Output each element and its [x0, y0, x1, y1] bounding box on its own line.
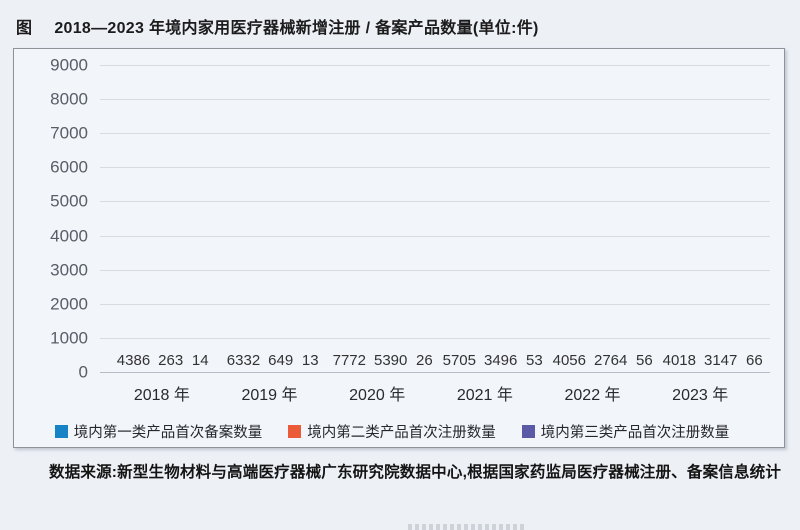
gridline — [100, 133, 770, 135]
legend-marker — [288, 425, 302, 438]
bar-value-label: 66 — [746, 351, 763, 369]
bar-value-label: 13 — [301, 351, 319, 369]
bar-unit: 7772 — [332, 351, 366, 373]
bar-groups: 4386 263 14 6332 649 13 7772 5390 26 5705 3496 53 40… — [108, 65, 768, 372]
y-axis-tick: 0 — [78, 362, 88, 382]
bar-value-label: 53 — [526, 351, 543, 369]
bar-value-label: 5390 — [374, 351, 408, 369]
bar-unit: 13 — [301, 351, 319, 373]
gridline — [100, 99, 770, 101]
x-axis-label: 2023 年 — [672, 387, 729, 404]
gridline — [100, 372, 770, 373]
bar-value-label: 6332 — [226, 351, 261, 369]
gridline — [100, 337, 770, 339]
bar-group: 5705 3496 53 — [438, 65, 548, 372]
bar-unit: 14 — [191, 351, 209, 373]
plot-area: 4386 263 14 6332 649 13 7772 5390 26 5705 3496 53 40… — [50, 57, 770, 381]
x-axis-label: 2021 年 — [456, 387, 513, 404]
gridline — [100, 269, 770, 271]
bar-value-label: 3496 — [484, 351, 518, 369]
bar-unit: 5390 — [374, 351, 408, 373]
bar-unit: 4018 — [662, 351, 696, 373]
bar-value-label: 2764 — [594, 351, 628, 369]
bar-unit: 649 — [268, 351, 294, 373]
x-axis-label: 2019 年 — [241, 387, 298, 404]
bar-group: 7772 5390 26 — [328, 65, 438, 372]
chart-panel: 4386 263 14 6332 649 13 7772 5390 26 5705 3496 53 40… — [13, 48, 785, 448]
bar-unit: 263 — [158, 351, 184, 373]
y-axis-tick: 8000 — [50, 89, 88, 109]
gridline — [100, 201, 770, 203]
bar-unit: 26 — [415, 351, 433, 373]
legend-label: 境内第一类产品首次备案数量 — [73, 425, 263, 441]
y-axis-tick: 6000 — [50, 157, 88, 177]
bar-group: 4018 3147 66 — [658, 65, 768, 372]
y-axis-tick: 4000 — [50, 226, 88, 246]
legend-item: 境内第二类产品首次注册数量 — [288, 421, 496, 442]
figure-title-text: 2018—2023 年境内家用医疗器械新增注册 / 备案产品数量(单位:件) — [54, 20, 539, 37]
bar-value-label: 14 — [191, 351, 209, 369]
y-axis-tick: 2000 — [50, 294, 88, 314]
bar-unit: 4056 — [552, 351, 586, 373]
bar-value-label: 7772 — [332, 351, 366, 369]
bar-unit: 5705 — [442, 351, 476, 373]
bar-value-label: 56 — [636, 351, 653, 369]
bar-unit: 66 — [745, 351, 763, 373]
source-note: 数据来源:新型生物材料与高端医疗器械广东研究院数据中心,根据国家药监局医疗器械注… — [49, 464, 782, 481]
bar-unit: 3496 — [484, 351, 518, 373]
bar-value-label: 26 — [416, 351, 433, 369]
bar-unit: 4386 — [116, 351, 151, 373]
bar-unit: 3147 — [704, 351, 738, 373]
bar-unit: 53 — [525, 351, 543, 373]
figure-title: 图 2018—2023 年境内家用医疗器械新增注册 / 备案产品数量(单位:件) — [0, 14, 800, 48]
legend-item: 境内第一类产品首次备案数量 — [54, 421, 263, 442]
bar-value-label: 5705 — [442, 351, 476, 369]
legend-label: 境内第二类产品首次注册数量 — [307, 425, 496, 441]
bar-unit: 56 — [635, 351, 653, 373]
figure-label: 图 — [16, 20, 33, 37]
y-axis-tick: 1000 — [50, 328, 88, 348]
y-axis-tick: 3000 — [50, 260, 88, 280]
bar-value-label: 649 — [268, 351, 294, 369]
legend-marker — [521, 425, 535, 438]
x-axis-label: 2022 年 — [564, 387, 621, 404]
legend-item: 境内第三类产品首次注册数量 — [521, 421, 730, 442]
bar-value-label: 4018 — [662, 351, 696, 369]
x-axis-label: 2018 年 — [133, 387, 190, 404]
y-axis-tick: 7000 — [50, 123, 88, 143]
bar-group: 4056 2764 56 — [548, 65, 658, 372]
legend-label: 境内第三类产品首次注册数量 — [540, 425, 730, 441]
gridline — [100, 235, 770, 237]
chart-legend: 境内第一类产品首次备案数量 境内第二类产品首次注册数量 境内第三类产品首次注册数量 — [14, 421, 770, 442]
gridline — [100, 167, 770, 169]
bar-group: 6332 649 13 — [218, 65, 328, 372]
gridline — [100, 65, 770, 66]
y-axis-tick: 5000 — [50, 191, 88, 211]
x-axis-labels: 2018 年 2019 年 2020 年 2021 年 2022 年 2023 年 — [108, 372, 754, 405]
cropped-text-fragment — [408, 524, 526, 530]
bar-value-label: 4056 — [552, 351, 586, 369]
bar-value-label: 4386 — [116, 351, 151, 369]
bar-unit: 2764 — [594, 351, 628, 373]
x-axis-label: 2020 年 — [349, 387, 406, 404]
bar-unit: 6332 — [226, 351, 261, 373]
y-axis-tick: 9000 — [50, 55, 88, 75]
gridline — [100, 303, 770, 305]
bar-value-label: 263 — [158, 351, 184, 369]
legend-marker — [54, 425, 68, 438]
bar-value-label: 3147 — [704, 351, 738, 369]
bar-group: 4386 263 14 — [108, 65, 218, 372]
